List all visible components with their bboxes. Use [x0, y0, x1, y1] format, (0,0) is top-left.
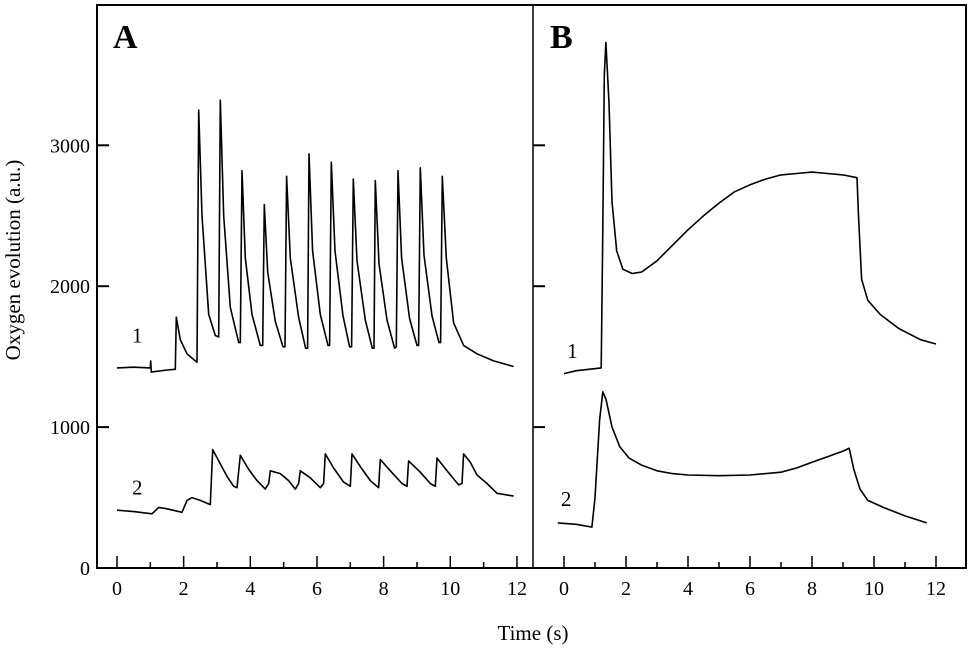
- series-line-b-1: [563, 41, 937, 375]
- panel-label-a: A: [113, 19, 138, 56]
- series-line-a-1: [116, 99, 514, 373]
- plot-frame: [96, 4, 967, 569]
- x-tick-label: 8: [379, 578, 389, 600]
- x-tick-label: 4: [245, 578, 255, 600]
- series-line-b-2: [557, 391, 927, 528]
- x-tick-label: 10: [440, 578, 460, 600]
- series-label: 1: [132, 324, 143, 348]
- series-label: 2: [561, 487, 572, 511]
- y-axis-label: Oxygen evolution (a.u.): [1, 160, 25, 361]
- series-label: 2: [132, 476, 143, 500]
- x-tick-label: 10: [864, 578, 884, 600]
- y-tick-label: 1000: [50, 417, 90, 439]
- x-tick-label: 2: [179, 578, 189, 600]
- y-tick-label: 0: [80, 558, 90, 580]
- panel-label-b: B: [550, 19, 573, 56]
- x-tick-label: 6: [312, 578, 322, 600]
- series-label: 1: [567, 339, 578, 363]
- x-tick-label: 6: [745, 578, 755, 600]
- y-tick-label: 2000: [50, 276, 90, 298]
- x-tick-label: 4: [683, 578, 693, 600]
- x-axis-label: Time (s): [498, 621, 569, 645]
- series-line-a-2: [116, 448, 514, 515]
- x-tick-label: 2: [621, 578, 631, 600]
- x-tick-label: 12: [507, 578, 527, 600]
- x-tick-label: 8: [807, 578, 817, 600]
- x-tick-label: 0: [112, 578, 122, 600]
- x-tick-label: 0: [559, 578, 569, 600]
- y-tick-label: 3000: [50, 135, 90, 157]
- series-layer: 1 2 1 2: [116, 41, 937, 528]
- x-tick-label: 12: [926, 578, 946, 600]
